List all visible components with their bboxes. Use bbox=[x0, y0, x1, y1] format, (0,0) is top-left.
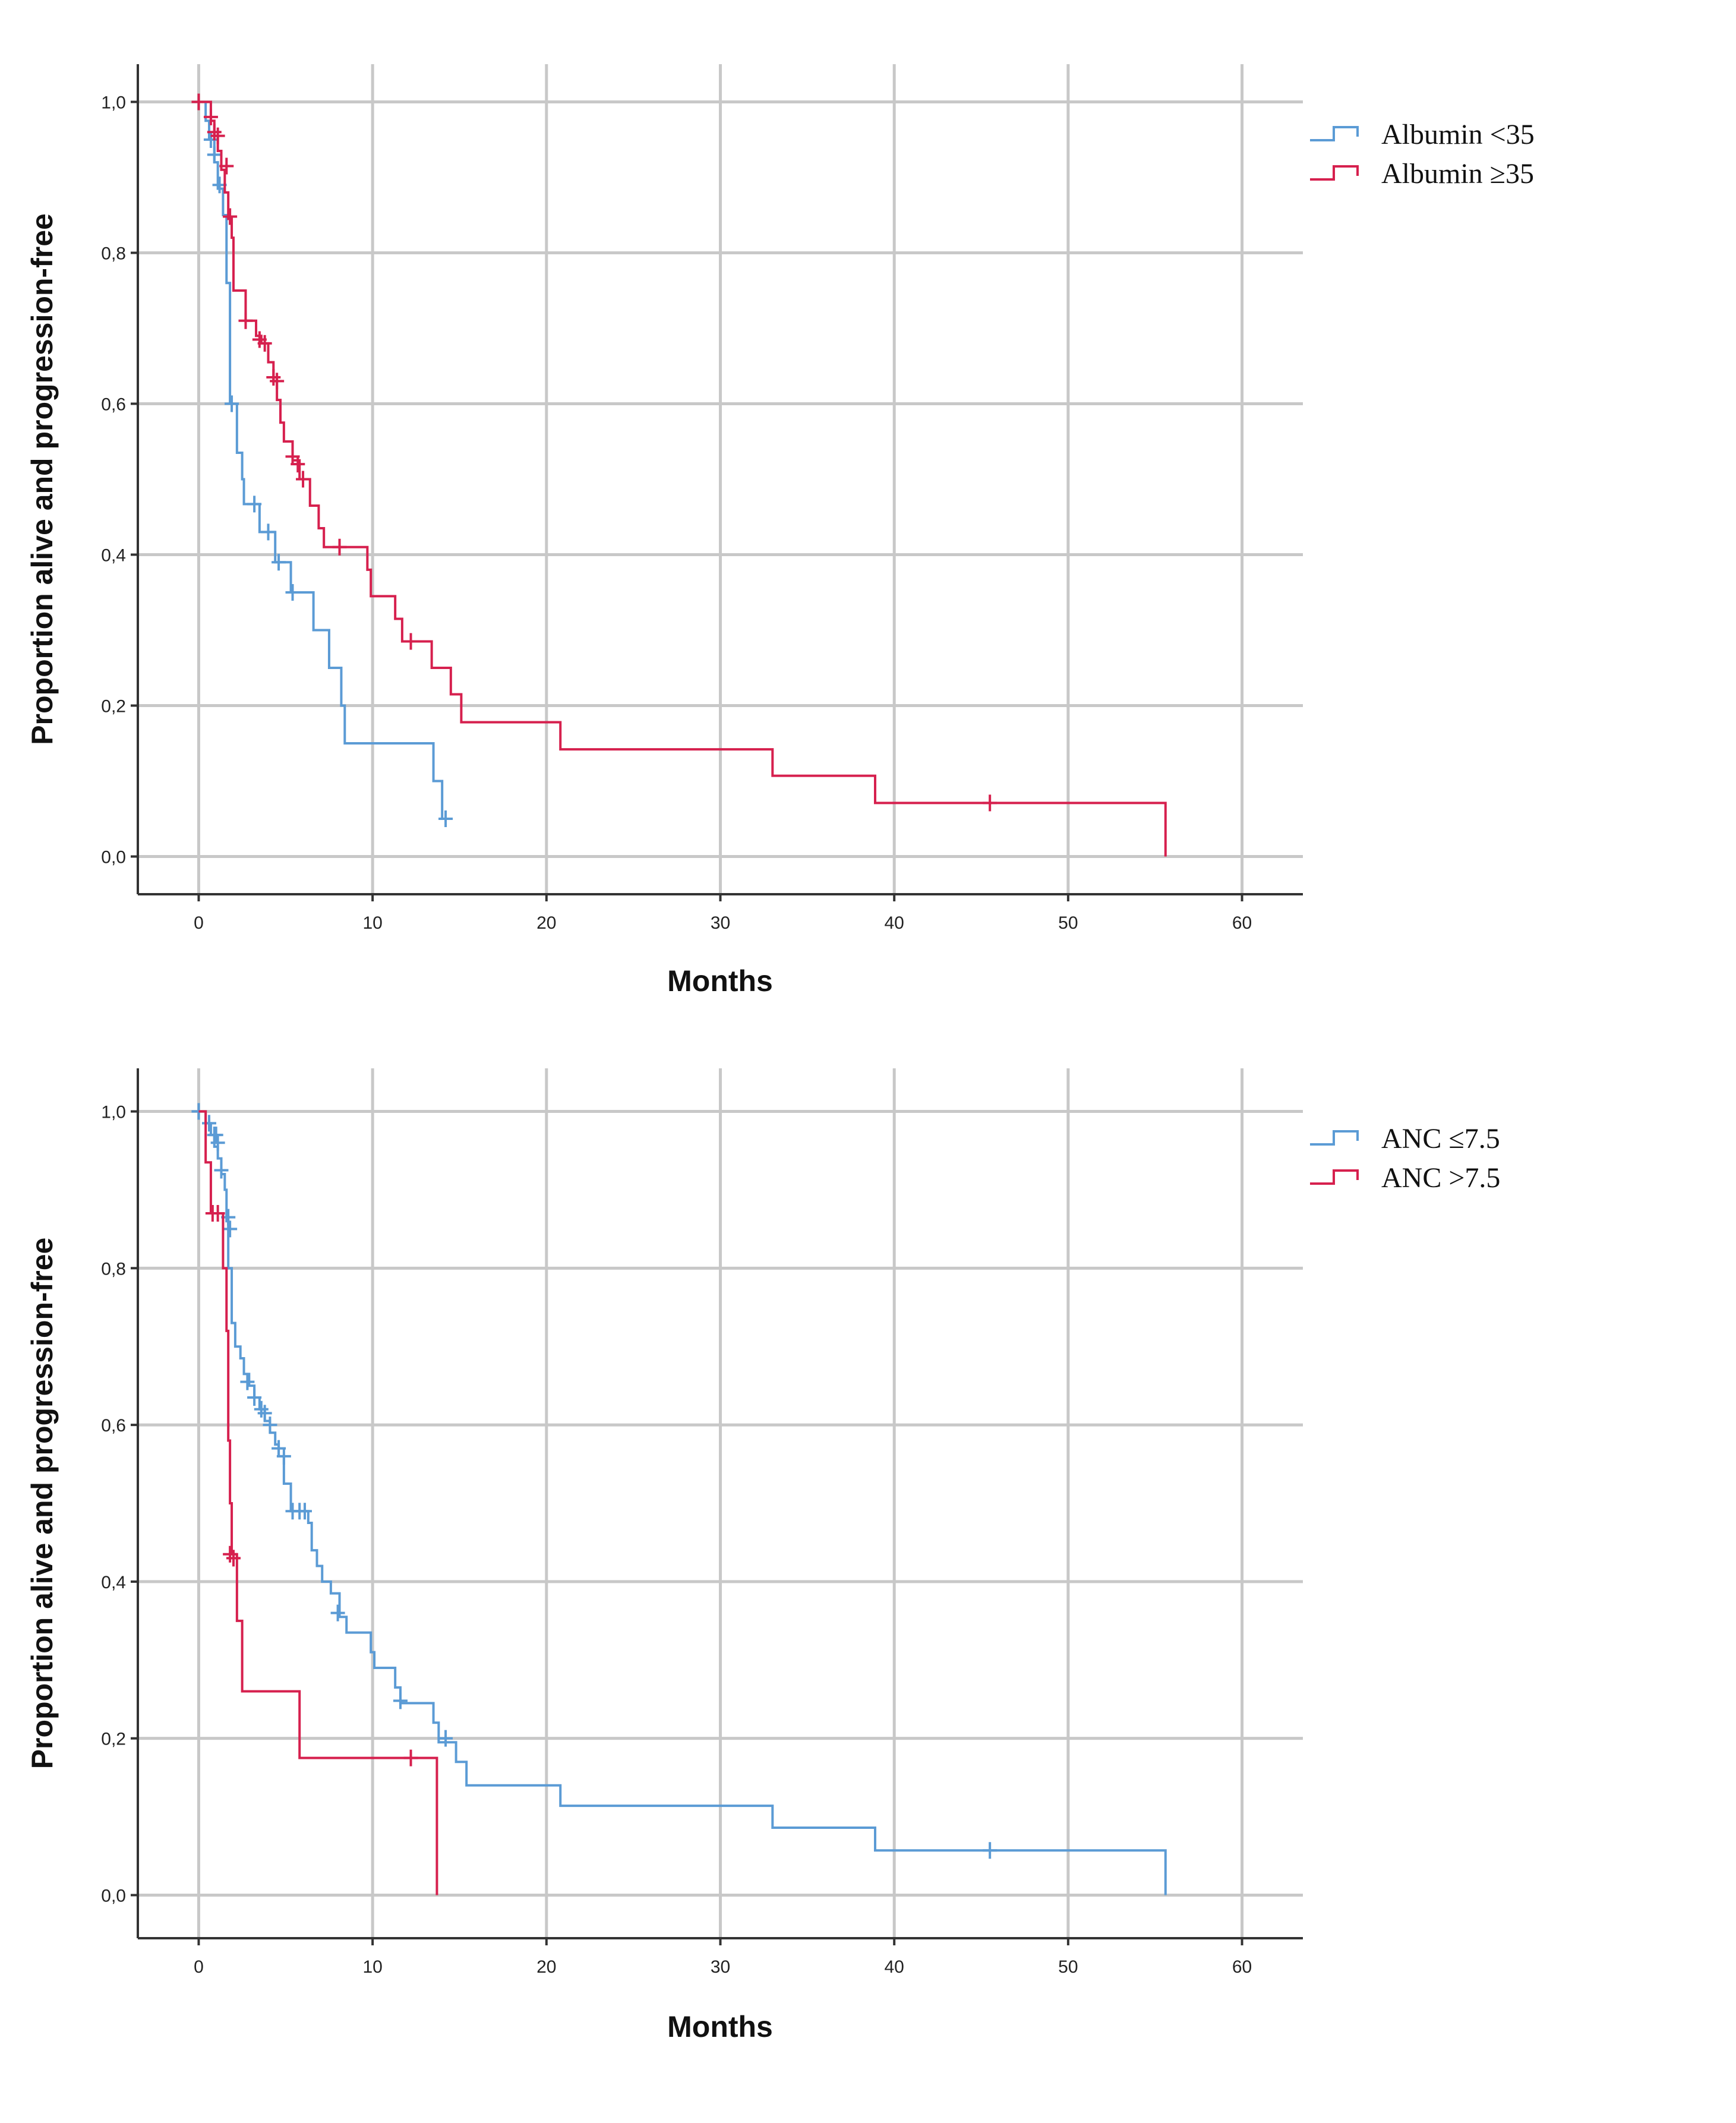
censor-mark bbox=[296, 471, 311, 488]
censor-mark bbox=[210, 1205, 225, 1222]
y-tick-label: 0,4 bbox=[101, 1573, 126, 1592]
y-tick-label: 0,0 bbox=[101, 1886, 126, 1906]
censor-mark bbox=[403, 1749, 418, 1766]
survival-curve-0 bbox=[198, 100, 447, 820]
censor-mark bbox=[223, 1545, 238, 1563]
x-tick-label: 30 bbox=[711, 913, 730, 933]
y-tick-label: 0,0 bbox=[101, 848, 126, 868]
y-tick-label: 0,4 bbox=[101, 546, 126, 566]
chart-albumin: 0 10 20 30 40 50 60 0,0 0,2 0,4 0,6 0,8 1,0 Months Pro… bbox=[26, 64, 1535, 998]
survival-curve-0 bbox=[198, 1110, 1167, 1895]
censor-mark bbox=[393, 1692, 408, 1709]
x-tick-label: 40 bbox=[884, 913, 904, 933]
censor-mark bbox=[983, 794, 998, 812]
y-tick-label: 0,6 bbox=[101, 395, 126, 415]
x-tick-label: 20 bbox=[536, 1957, 556, 1977]
censor-mark bbox=[272, 554, 286, 571]
censor-mark bbox=[223, 208, 238, 225]
censor-mark bbox=[291, 456, 305, 473]
censor-mark bbox=[403, 633, 418, 650]
legend-label-1: Albumin ≥35 bbox=[1381, 158, 1534, 190]
censor-mark bbox=[257, 335, 272, 352]
y-tick-label: 0,2 bbox=[101, 697, 126, 717]
censor-mark bbox=[261, 523, 276, 541]
x-tick-label: 20 bbox=[536, 913, 556, 933]
censor-mark bbox=[254, 1400, 269, 1418]
censor-mark bbox=[247, 1389, 262, 1406]
censor-mark bbox=[207, 146, 222, 163]
censor-mark bbox=[226, 1550, 241, 1567]
censor-mark bbox=[257, 1405, 272, 1422]
legend-label-0: Albumin <35 bbox=[1381, 119, 1535, 150]
censor-mark bbox=[203, 108, 218, 125]
x-tick-label: 50 bbox=[1058, 913, 1078, 933]
x-tick-label: 60 bbox=[1232, 913, 1252, 933]
chart-anc: 0 10 20 30 40 50 60 0,0 0,2 0,4 0,6 0,8 1,0 Months Pro… bbox=[26, 1068, 1500, 2043]
x-tick-label: 40 bbox=[884, 1957, 904, 1977]
legend-swatch-1 bbox=[1310, 1169, 1359, 1185]
x-axis-title: Months bbox=[667, 964, 773, 998]
x-tick-label: 0 bbox=[194, 1957, 204, 1977]
censor-mark bbox=[332, 538, 347, 556]
censor-mark bbox=[225, 395, 239, 412]
censor-mark bbox=[210, 127, 225, 144]
y-tick-label: 1,0 bbox=[101, 1103, 126, 1122]
x-tick-label: 60 bbox=[1232, 1957, 1252, 1977]
censor-mark bbox=[209, 1127, 223, 1144]
censor-mark bbox=[297, 1503, 312, 1520]
y-axis-title: Proportion alive and progression-free bbox=[26, 1238, 59, 1769]
x-tick-label: 30 bbox=[711, 1957, 730, 1977]
censor-mark bbox=[247, 496, 262, 513]
censor-mark bbox=[219, 157, 234, 175]
censor-mark bbox=[191, 93, 206, 111]
x-tick-label: 50 bbox=[1058, 1957, 1078, 1977]
censor-mark bbox=[330, 1604, 345, 1622]
legend-swatch-0 bbox=[1310, 1130, 1359, 1146]
y-tick-label: 1,0 bbox=[101, 93, 126, 113]
censor-mark bbox=[207, 124, 222, 141]
y-tick-label: 0,8 bbox=[101, 1259, 126, 1279]
censor-mark bbox=[438, 1730, 453, 1747]
x-tick-label: 0 bbox=[194, 913, 204, 933]
censor-mark bbox=[210, 1134, 225, 1152]
censor-mark bbox=[238, 312, 253, 329]
y-axis-title: Proportion alive and progression-free bbox=[26, 213, 59, 745]
y-tick-label: 0,2 bbox=[101, 1730, 126, 1749]
censor-mark bbox=[438, 810, 453, 827]
x-axis-title: Months bbox=[667, 2010, 773, 2043]
x-tick-label: 10 bbox=[362, 1957, 382, 1977]
censor-mark bbox=[240, 1373, 255, 1390]
legend-label-1: ANC >7.5 bbox=[1381, 1162, 1500, 1194]
censor-mark bbox=[263, 1417, 277, 1434]
censor-mark bbox=[285, 584, 300, 601]
censor-mark bbox=[223, 1220, 238, 1238]
censor-mark bbox=[270, 373, 285, 390]
survival-curve-1 bbox=[198, 100, 1167, 857]
legend-swatch-0 bbox=[1310, 126, 1359, 141]
y-tick-label: 0,6 bbox=[101, 1416, 126, 1436]
censor-mark bbox=[202, 1115, 217, 1132]
legend-swatch-1 bbox=[1310, 165, 1359, 181]
censor-mark bbox=[203, 131, 218, 148]
censor-mark bbox=[276, 1447, 291, 1465]
censor-mark bbox=[214, 1162, 229, 1179]
censor-mark bbox=[983, 1842, 998, 1859]
censor-mark bbox=[266, 369, 281, 386]
legend-label-0: ANC ≤7.5 bbox=[1381, 1123, 1500, 1154]
x-tick-label: 10 bbox=[362, 913, 382, 933]
y-tick-label: 0,8 bbox=[101, 244, 126, 264]
